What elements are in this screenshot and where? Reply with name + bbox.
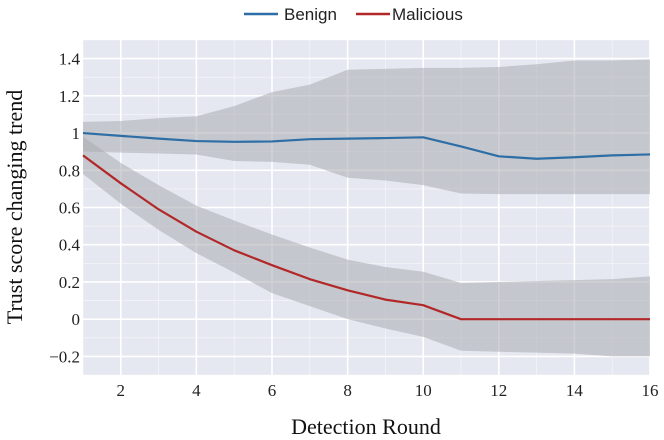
line-malicious	[82, 154, 650, 321]
y-tick-label: 0	[72, 310, 81, 329]
x-tick-label: 14	[566, 381, 584, 400]
band-malicious	[83, 136, 650, 357]
y-tick-label: 0.4	[59, 236, 81, 255]
legend-label-benign: Benign	[284, 5, 337, 24]
x-tick-label: 12	[490, 381, 507, 400]
y-tick-label: 1	[72, 124, 81, 143]
y-tick-label: 0.2	[59, 273, 80, 292]
x-tick-label: 8	[343, 381, 352, 400]
x-axis-ticks: 2 4 6 8 10 12 14 16	[117, 381, 659, 400]
y-tick-label: 1.2	[59, 87, 80, 106]
y-axis-title: Trust score changing trend	[2, 90, 27, 324]
x-tick-label: 6	[268, 381, 277, 400]
x-tick-label: 10	[415, 381, 432, 400]
y-tick-label: 0.6	[59, 199, 80, 218]
band-benign	[83, 59, 650, 195]
y-axis-ticks: −0.2 0 0.2 0.4 0.6 0.8 1 1.2 1.4	[49, 50, 80, 367]
legend: Benign Malicious	[244, 5, 463, 24]
x-tick-label: 4	[192, 381, 201, 400]
line-benign	[82, 131, 651, 160]
x-axis-title: Detection Round	[291, 414, 441, 439]
legend-label-malicious: Malicious	[392, 5, 463, 24]
x-tick-label: 16	[642, 381, 659, 400]
y-tick-label: 1.4	[59, 50, 81, 69]
y-tick-label: 0.8	[59, 161, 80, 180]
y-tick-label: −0.2	[49, 347, 80, 366]
x-tick-label: 2	[117, 381, 126, 400]
confidence-bands	[83, 59, 650, 357]
series-lines	[82, 131, 651, 321]
